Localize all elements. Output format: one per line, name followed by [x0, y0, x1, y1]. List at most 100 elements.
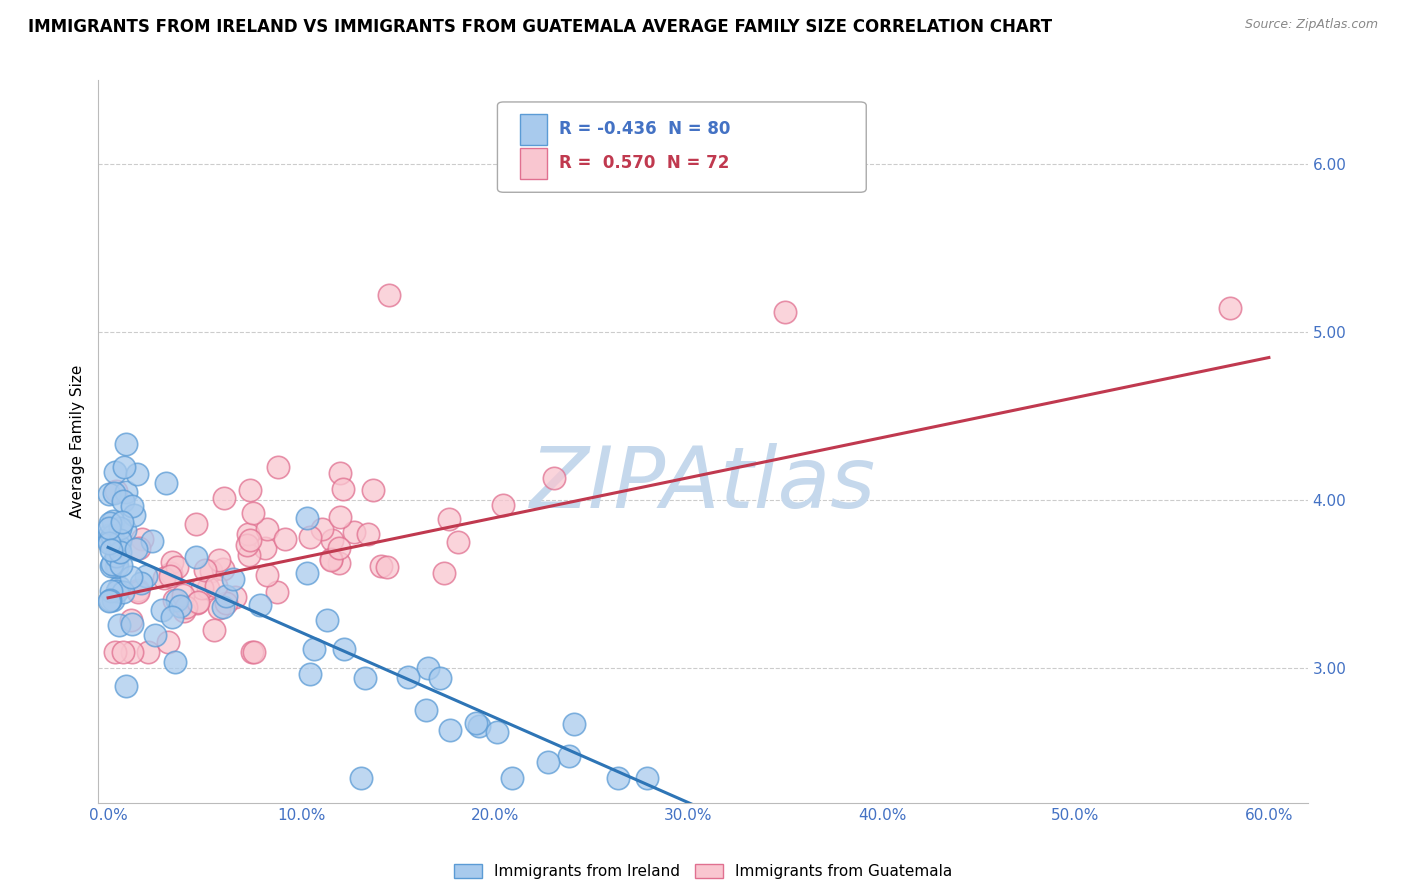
Point [239, 483, 262, 497]
Point [129, 576, 152, 591]
Point [110, 558, 132, 573]
Point [311, 522, 333, 536]
Point [562, 717, 585, 731]
Point [100, 528, 122, 542]
Point [152, 571, 174, 585]
Point [121, 499, 143, 513]
Point [104, 483, 127, 498]
Point [236, 538, 259, 552]
Point [254, 541, 277, 555]
Point [636, 771, 658, 785]
Point [100, 583, 122, 598]
Point [267, 460, 290, 475]
Point [98, 593, 121, 607]
Point [415, 703, 437, 717]
Point [274, 532, 297, 546]
Point [98, 528, 121, 542]
Point [558, 749, 581, 764]
Point [242, 644, 264, 658]
Point [194, 563, 217, 577]
Point [127, 582, 149, 597]
Point [319, 552, 342, 566]
Point [159, 569, 181, 583]
Point [104, 536, 127, 550]
Point [128, 541, 150, 556]
Point [186, 550, 208, 565]
Point [166, 560, 188, 574]
Point [208, 600, 231, 615]
Point [212, 600, 235, 615]
Point [319, 551, 342, 566]
Point [370, 558, 392, 573]
Point [174, 599, 197, 614]
Point [249, 598, 271, 612]
Point [163, 593, 186, 607]
Point [108, 533, 131, 547]
Point [332, 482, 354, 496]
Point [222, 572, 245, 586]
Point [162, 610, 184, 624]
Point [329, 466, 352, 480]
Point [120, 570, 142, 584]
Point [343, 524, 366, 539]
Point [439, 723, 461, 738]
Point [98, 520, 121, 534]
Y-axis label: Average Family Size: Average Family Size [69, 365, 84, 518]
FancyBboxPatch shape [498, 102, 866, 193]
Point [329, 510, 352, 524]
Point [160, 555, 183, 569]
Point [236, 527, 259, 541]
Point [114, 484, 136, 499]
Point [543, 470, 565, 484]
Point [98, 593, 121, 607]
Point [169, 599, 191, 613]
Point [467, 719, 489, 733]
Point [204, 579, 226, 593]
Point [111, 584, 134, 599]
FancyBboxPatch shape [520, 114, 547, 145]
Point [418, 660, 440, 674]
Point [101, 592, 124, 607]
Point [100, 559, 122, 574]
Point [98, 536, 121, 550]
Point [104, 465, 127, 479]
Point [127, 584, 149, 599]
Point [111, 494, 134, 508]
Point [136, 644, 159, 658]
Point [115, 679, 138, 693]
Point [302, 642, 325, 657]
Point [357, 527, 380, 541]
Point [208, 553, 231, 567]
Point [437, 512, 460, 526]
Point [295, 566, 318, 580]
Point [186, 596, 208, 610]
Point [315, 613, 337, 627]
Point [105, 559, 128, 574]
Point [107, 580, 129, 594]
Point [143, 628, 166, 642]
Point [429, 672, 451, 686]
Point [120, 613, 142, 627]
Point [321, 533, 343, 547]
Point [298, 530, 321, 544]
Point [122, 508, 145, 523]
Text: IMMIGRANTS FROM IRELAND VS IMMIGRANTS FROM GUATEMALA AVERAGE FAMILY SIZE CORRELA: IMMIGRANTS FROM IRELAND VS IMMIGRANTS FR… [28, 18, 1052, 36]
Point [215, 589, 238, 603]
Point [211, 562, 233, 576]
Point [141, 534, 163, 549]
Point [297, 511, 319, 525]
Point [298, 666, 321, 681]
Point [447, 535, 470, 549]
Point [173, 604, 195, 618]
Point [773, 305, 796, 319]
Point [107, 539, 129, 553]
Point [172, 588, 194, 602]
Point [361, 483, 384, 497]
Point [202, 624, 225, 638]
Point [492, 498, 515, 512]
Point [501, 771, 523, 785]
Point [328, 556, 350, 570]
Point [131, 532, 153, 546]
Point [224, 590, 246, 604]
Point [115, 436, 138, 450]
